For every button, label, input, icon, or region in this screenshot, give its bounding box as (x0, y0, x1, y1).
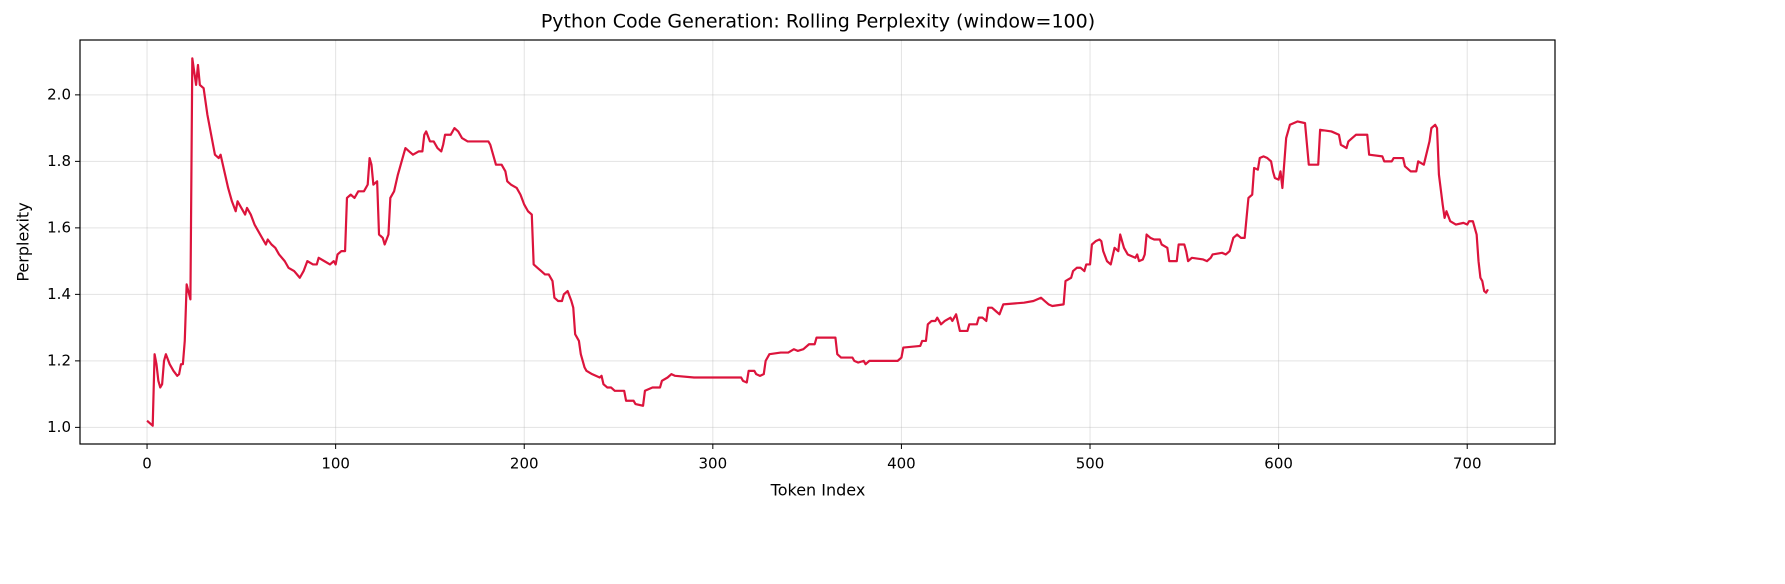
x-tick-label: 600 (1264, 455, 1293, 473)
y-tick-label: 1.6 (47, 218, 71, 236)
y-tick-label: 2.0 (47, 85, 71, 103)
x-tick-label: 400 (887, 455, 916, 473)
y-tick-label: 1.8 (47, 152, 71, 170)
y-tick-label: 1.0 (47, 418, 71, 436)
x-tick-label: 100 (321, 455, 350, 473)
y-tick-label: 1.4 (47, 285, 71, 303)
x-axis-label: Token Index (770, 481, 866, 500)
y-tick-label: 1.2 (47, 351, 71, 369)
x-tick-label: 500 (1076, 455, 1105, 473)
data-line (146, 57, 1489, 427)
x-tick-label: 200 (510, 455, 539, 473)
x-tick-label: 300 (699, 455, 728, 473)
x-tick-label: 0 (142, 455, 152, 473)
y-axis-label: Perplexity (14, 202, 33, 281)
chart-title: Python Code Generation: Rolling Perplexi… (541, 11, 1095, 33)
x-tick-label: 700 (1453, 455, 1482, 473)
plot-frame (79, 39, 1556, 445)
